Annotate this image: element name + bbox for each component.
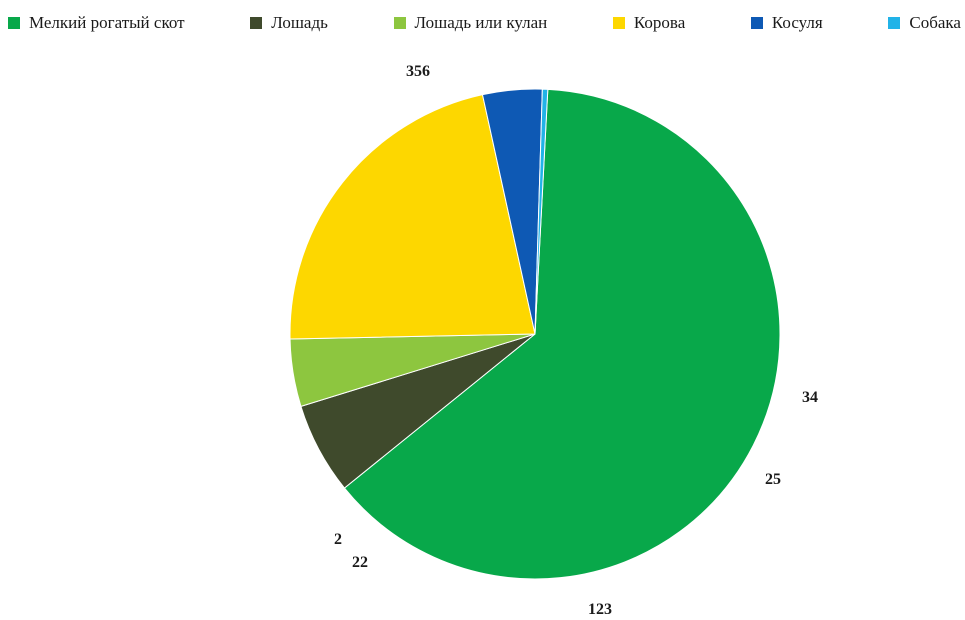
legend-item-cow: Корова	[612, 13, 686, 33]
slice-dog	[534, 88, 549, 335]
data-label-roe-deer: 22	[352, 554, 368, 571]
legend-item-small-cattle: Мелкий рогатый скот	[8, 13, 185, 33]
legend-label: Мелкий рогатый скот	[29, 13, 185, 32]
data-label-horse-or-kulan: 25	[765, 471, 781, 488]
data-label-dog: 2	[334, 531, 342, 548]
legend-item-roe-deer: Косуля	[750, 13, 823, 33]
legend-label: Лошадь или кулан	[414, 13, 548, 32]
legend-label: Собака	[909, 13, 961, 32]
data-label-small-cattle: 356	[406, 63, 430, 80]
legend-item-horse-or-kulan: Лошадь или кулан	[393, 13, 548, 33]
legend-swatch	[250, 17, 263, 29]
legend-swatch	[8, 17, 20, 29]
legend-item-horse: Лошадь	[250, 13, 328, 33]
legend-item-dog: Собака	[888, 13, 961, 33]
legend-label: Косуля	[771, 13, 823, 32]
slice-cow	[289, 94, 536, 340]
legend-swatch	[888, 17, 901, 29]
legend-swatch	[750, 17, 763, 29]
data-label-cow: 123	[588, 601, 612, 618]
data-label-horse: 34	[802, 389, 818, 406]
legend-label: Лошадь	[271, 13, 328, 32]
legend-swatch	[393, 17, 406, 29]
slice-small-cattle	[343, 88, 781, 580]
legend-swatch	[612, 17, 625, 29]
legend-label: Корова	[633, 13, 686, 32]
legend: Мелкий рогатый скот Лошадь Лошадь или ку…	[8, 10, 961, 36]
